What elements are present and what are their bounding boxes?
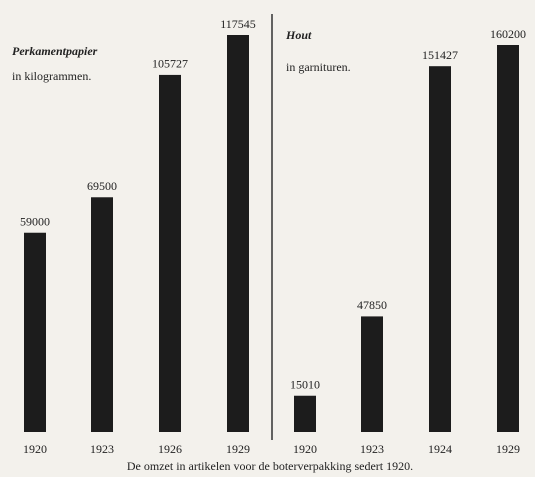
panel-subtitle: in kilogrammen. <box>12 69 91 83</box>
x-tick-label: 1923 <box>90 442 114 456</box>
value-label: 15010 <box>290 377 320 391</box>
x-tick-label: 1929 <box>226 442 250 456</box>
bar <box>361 316 383 432</box>
value-label: 160200 <box>490 27 526 41</box>
x-tick-label: 1920 <box>293 442 317 456</box>
caption: De omzet in artikelen voor de boterverpa… <box>127 459 413 473</box>
bar <box>497 45 519 432</box>
x-tick-label: 1924 <box>428 442 452 456</box>
x-tick-label: 1923 <box>360 442 384 456</box>
x-tick-label: 1920 <box>23 442 47 456</box>
value-label: 117545 <box>220 17 256 31</box>
value-label: 151427 <box>422 48 458 62</box>
bar <box>24 232 46 432</box>
bar <box>91 197 113 432</box>
bar <box>294 395 316 432</box>
x-tick-label: 1926 <box>158 442 182 456</box>
bar <box>159 74 181 433</box>
value-label: 105727 <box>152 57 188 71</box>
value-label: 69500 <box>87 179 117 193</box>
x-tick-label: 1929 <box>496 442 520 456</box>
value-label: 47850 <box>357 298 387 312</box>
panel-title: Perkamentpapier <box>12 44 98 58</box>
value-label: 59000 <box>20 214 50 228</box>
panel-subtitle: in garnituren. <box>286 60 351 74</box>
panel-title: Hout <box>285 28 312 42</box>
bar <box>429 66 451 432</box>
bar <box>227 35 249 432</box>
